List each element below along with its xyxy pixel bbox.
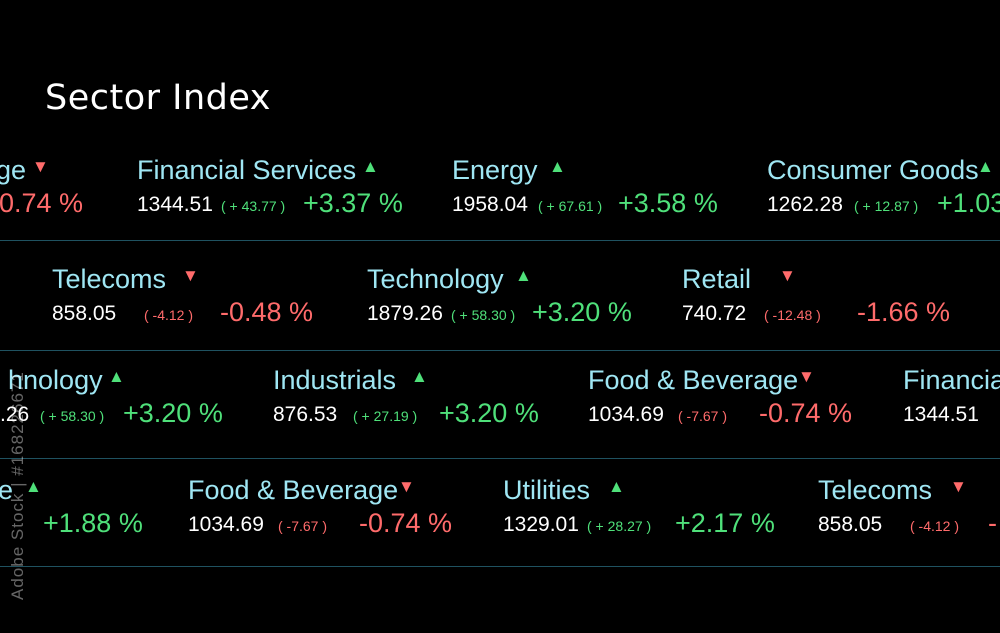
ticker-price: 1958.04 [452, 193, 528, 216]
ticker-price: 876.53 [273, 403, 338, 426]
down-arrow-icon: ▼ [182, 266, 199, 285]
ticker-change: ( -7.67 ) [278, 518, 328, 534]
ticker-name: Technology [367, 264, 504, 294]
ticker-change: ( + 43.77 ) [221, 198, 286, 214]
ticker-price: 1329.01 [503, 513, 579, 536]
up-arrow-icon: ▲ [108, 367, 125, 386]
ticker-price: 1262.28 [767, 193, 843, 216]
ticker-percent: -0.74 % [0, 188, 84, 218]
ticker-percent: - [988, 508, 997, 538]
up-arrow-icon: ▲ [25, 477, 42, 496]
ticker-price: .26 [0, 403, 30, 426]
ticker-percent: -0.74 % [359, 508, 453, 538]
up-arrow-icon: ▲ [549, 157, 566, 176]
ticker-price: 740.72 [682, 302, 747, 325]
ticker-price: 1879.26 [367, 302, 443, 325]
ticker-price: 858.05 [52, 302, 117, 325]
down-arrow-icon: ▼ [32, 157, 49, 176]
up-arrow-icon: ▲ [977, 157, 994, 176]
ticker-percent: +2.17 % [675, 508, 775, 538]
ticker-change: ( -12.48 ) [764, 307, 821, 323]
ticker-name: hnology [8, 365, 103, 395]
down-arrow-icon: ▼ [398, 477, 415, 496]
up-arrow-icon: ▲ [515, 266, 532, 285]
ticker-name: Food & Beverage [188, 475, 399, 505]
ticker-change: ( + 27.19 ) [353, 408, 418, 424]
ticker-change: ( -4.12 ) [144, 307, 194, 323]
ticker-name: Industrials [273, 365, 397, 395]
up-arrow-icon: ▲ [411, 367, 428, 386]
ticker-percent: +3.20 % [532, 297, 632, 327]
ticker-change: ( + 12.87 ) [854, 198, 919, 214]
row-divider [0, 458, 1000, 459]
up-arrow-icon: ▲ [608, 477, 625, 496]
ticker-name: Retail [682, 264, 752, 294]
ticker-price: 1344.51 [903, 403, 979, 426]
ticker-name: Consumer Goods [767, 155, 979, 185]
ticker-percent: +1.88 % [43, 508, 143, 538]
ticker-price: 1034.69 [188, 513, 264, 536]
ticker-name: Utilities [503, 475, 591, 505]
up-arrow-icon: ▲ [362, 157, 379, 176]
down-arrow-icon: ▼ [779, 266, 796, 285]
ticker-name: Financial Services [137, 155, 357, 185]
ticker-change: ( + 58.30 ) [40, 408, 105, 424]
ticker-name: Telecoms [818, 475, 933, 505]
ticker-name: ge [0, 155, 27, 185]
page-title: Sector Index [45, 78, 271, 118]
ticker-name: Telecoms [52, 264, 167, 294]
ticker-percent: +3.20 % [439, 398, 539, 428]
ticker-percent: +3.20 % [123, 398, 223, 428]
ticker-change: ( + 28.27 ) [587, 518, 652, 534]
ticker-name: Food & Beverage [588, 365, 799, 395]
ticker-name: Financia [903, 365, 1000, 395]
down-arrow-icon: ▼ [950, 477, 967, 496]
ticker-percent: +3.37 % [303, 188, 403, 218]
ticker-change: ( + 58.30 ) [451, 307, 516, 323]
ticker-price: 1034.69 [588, 403, 664, 426]
watermark: Adobe Stock | #168226671 [8, 371, 27, 600]
ticker-price: 858.05 [818, 513, 883, 536]
ticker-percent: -1.66 % [857, 297, 951, 327]
ticker-name: e [0, 475, 14, 505]
row-divider [0, 350, 1000, 351]
ticker-percent: -0.74 % [759, 398, 853, 428]
ticker-percent: +3.58 % [618, 188, 718, 218]
ticker-price: 1344.51 [137, 193, 213, 216]
ticker-change: ( -7.67 ) [678, 408, 728, 424]
row-divider [0, 240, 1000, 241]
ticker-percent: -0.48 % [220, 297, 314, 327]
ticker-change: ( + 67.61 ) [538, 198, 603, 214]
ticker-percent: +1.03 [937, 188, 1000, 218]
down-arrow-icon: ▼ [798, 367, 815, 386]
ticker-name: Energy [452, 155, 538, 185]
row-divider [0, 566, 1000, 567]
ticker-change: ( -4.12 ) [910, 518, 960, 534]
